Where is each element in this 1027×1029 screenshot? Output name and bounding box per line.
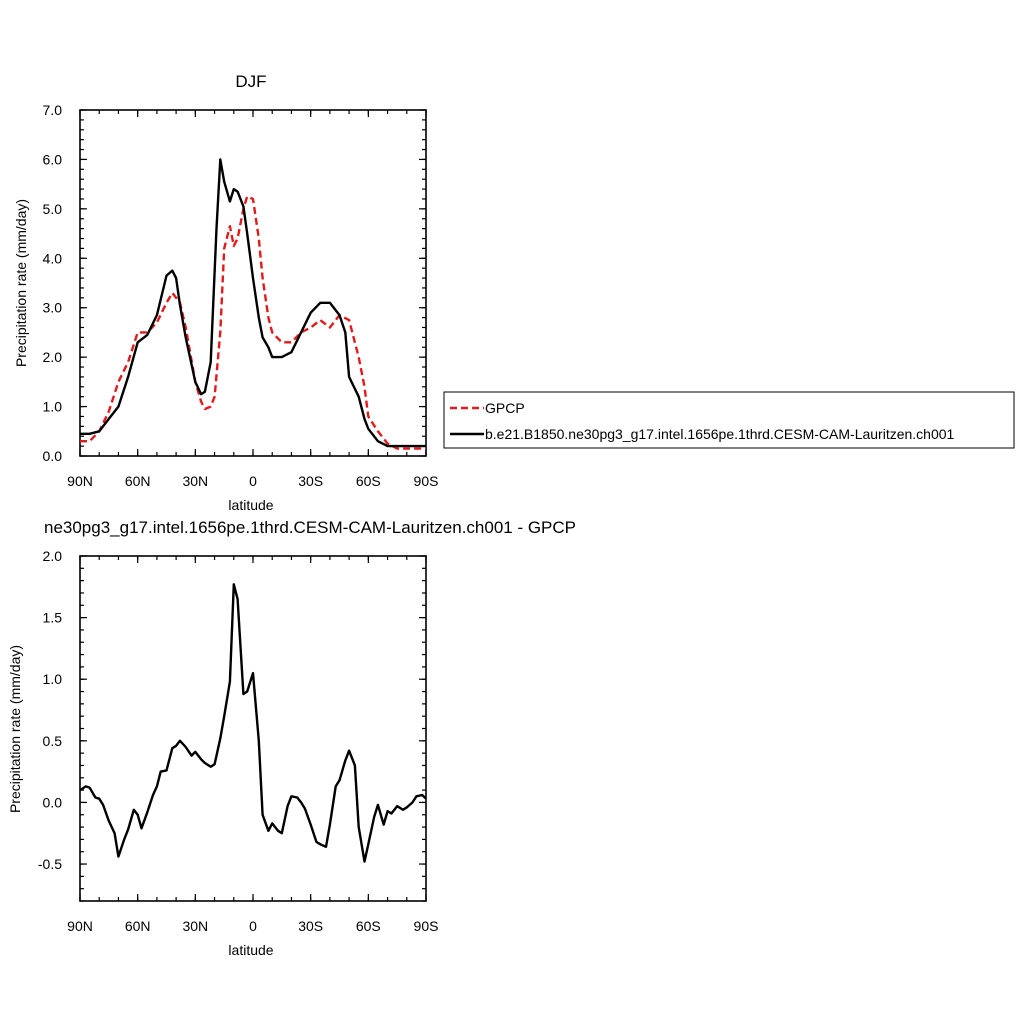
y-tick-labels: 0.0 1.0 2.0 3.0 4.0 5.0 6.0 7.0 bbox=[43, 102, 63, 464]
difference-panel: ne30pg3_g17.intel.1656pe.1thrd.CESM-CAM-… bbox=[7, 518, 576, 958]
x-tick-label: 60N bbox=[125, 473, 151, 489]
x-tick-labels: 90N 60N 30N 0 30S 60S 90S bbox=[67, 473, 438, 489]
x-tick-label: 90N bbox=[67, 473, 93, 489]
y-tick-label: 0.0 bbox=[43, 794, 63, 810]
y-tick-label: 0.0 bbox=[43, 448, 63, 464]
legend-label-model: b.e21.B1850.ne30pg3_g17.intel.1656pe.1th… bbox=[485, 426, 955, 442]
y-tick-label: 6.0 bbox=[43, 151, 63, 167]
x-tick-label: 60N bbox=[125, 918, 151, 934]
x-tick-label: 0 bbox=[249, 473, 257, 489]
x-tick-label: 60S bbox=[356, 918, 381, 934]
y-tick-label: 3.0 bbox=[43, 300, 63, 316]
x-axis-label: latitude bbox=[228, 942, 273, 958]
x-tick-label: 90S bbox=[414, 473, 439, 489]
series-line-difference bbox=[79, 583, 427, 863]
y-axis-label: Precipitation rate (mm/day) bbox=[7, 645, 23, 813]
tick-marks bbox=[79, 555, 427, 902]
y-tick-label: 2.0 bbox=[43, 349, 63, 365]
chart-title: DJF bbox=[235, 72, 266, 91]
x-axis-label: latitude bbox=[228, 497, 273, 513]
series-lines bbox=[80, 158, 426, 450]
series-lines bbox=[79, 583, 427, 863]
x-tick-label: 30N bbox=[182, 918, 208, 934]
y-tick-label: 5.0 bbox=[43, 201, 63, 217]
x-tick-label: 30N bbox=[182, 473, 208, 489]
y-axis-label: Precipitation rate (mm/day) bbox=[13, 199, 29, 367]
x-tick-label: 30S bbox=[298, 473, 323, 489]
y-tick-labels: -0.5 0.0 0.5 1.0 1.5 2.0 bbox=[38, 548, 62, 872]
series-line-model bbox=[80, 158, 426, 448]
legend-label-gpcp: GPCP bbox=[485, 400, 525, 416]
legend: GPCP b.e21.B1850.ne30pg3_g17.intel.1656p… bbox=[443, 391, 1015, 449]
series-line-gpcp bbox=[80, 195, 426, 450]
x-tick-label: 90N bbox=[67, 918, 93, 934]
tick-marks bbox=[79, 109, 427, 457]
y-tick-label: 0.5 bbox=[43, 733, 63, 749]
y-tick-label: 1.0 bbox=[43, 399, 63, 415]
djf-precip-panel: DJF 0.0 1.0 2.0 3.0 4.0 5.0 6.0 7.0 90N 60N 30N 0 3… bbox=[13, 72, 438, 513]
x-tick-label: 0 bbox=[249, 918, 257, 934]
x-tick-label: 90S bbox=[414, 918, 439, 934]
legend-box bbox=[443, 391, 1015, 449]
y-tick-label: 2.0 bbox=[43, 548, 63, 564]
x-tick-labels: 90N 60N 30N 0 30S 60S 90S bbox=[67, 918, 438, 934]
x-tick-label: 60S bbox=[356, 473, 381, 489]
y-tick-label: -0.5 bbox=[38, 856, 62, 872]
x-tick-label: 30S bbox=[298, 918, 323, 934]
y-tick-label: 1.0 bbox=[43, 671, 63, 687]
y-tick-label: 7.0 bbox=[43, 102, 63, 118]
y-tick-label: 4.0 bbox=[43, 250, 63, 266]
plot-frame bbox=[79, 555, 427, 902]
y-tick-label: 1.5 bbox=[43, 610, 63, 626]
chart-title: ne30pg3_g17.intel.1656pe.1thrd.CESM-CAM-… bbox=[44, 518, 576, 537]
